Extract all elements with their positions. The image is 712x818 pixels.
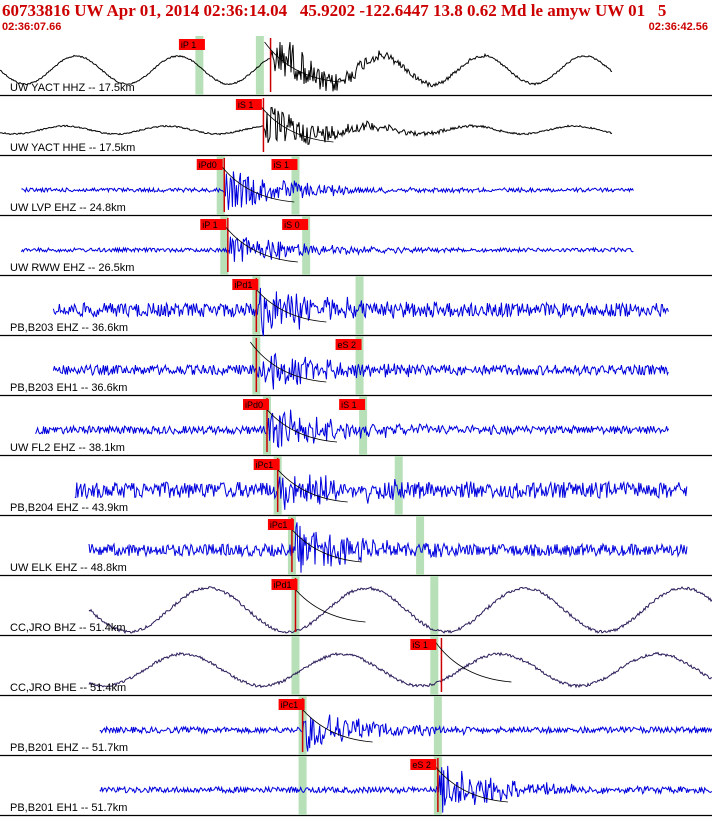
pick-window-band — [298, 756, 307, 815]
pick-window-band — [355, 336, 364, 395]
waveform-trace — [21, 171, 634, 210]
seismogram-plot[interactable]: iP 1 UW YACT HHZ -- 17.5km iS 1 UW YACT HHE… — [0, 36, 712, 818]
header: 60733816 UW Apr 01, 2014 02:36:14.04 45.… — [0, 0, 712, 36]
pick-label: iS 1 — [341, 400, 357, 410]
pick-label: iPd1 — [234, 280, 252, 290]
pick-label: iPd1 — [273, 580, 291, 590]
station-label: CC,JRO BHZ -- 51.4km — [10, 622, 126, 634]
pick-window-band — [416, 516, 425, 575]
pick-label-box[interactable] — [178, 39, 205, 50]
predicted-arrival-curve — [264, 41, 341, 83]
waveform-trace — [99, 714, 712, 752]
pick-window-band — [433, 696, 442, 755]
station-label: UW YACT HHZ -- 17.5km — [10, 82, 135, 94]
station-label: PB,B201 EH1 -- 51.7km — [10, 802, 127, 814]
predicted-arrival-curve — [431, 761, 508, 803]
waveform-trace — [88, 651, 712, 689]
pick-window-band — [195, 36, 204, 95]
pick-window-band — [302, 216, 311, 275]
pick-window-band — [216, 156, 225, 215]
station-label: PB,B203 EH1 -- 36.6km — [10, 382, 127, 394]
pick-label: iS 1 — [412, 640, 428, 650]
pick-window-band — [430, 636, 439, 695]
station-label: UW LVP EHZ -- 24.8km — [10, 202, 126, 214]
pick-label-box[interactable] — [278, 699, 305, 710]
pick-window-band — [291, 636, 300, 695]
event-title: 60733816 UW Apr 01, 2014 02:36:14.04 45.… — [2, 1, 667, 20]
predicted-arrival-curve — [249, 341, 327, 383]
predicted-arrival-curve — [221, 221, 298, 263]
pick-label-box[interactable] — [243, 399, 269, 410]
pick-label: iPd0 — [199, 160, 217, 170]
pick-label-box[interactable] — [232, 279, 259, 290]
station-label: UW RWW EHZ -- 26.5km — [10, 262, 134, 274]
start-time-label: 02:36:07.66 — [2, 21, 62, 33]
waveform-trace — [88, 586, 712, 634]
waveform-trace — [0, 41, 613, 92]
waveform-trace — [35, 409, 670, 449]
waveform-trace — [52, 287, 669, 337]
pick-label: iPc1 — [270, 520, 288, 530]
predicted-arrival-curve — [257, 101, 334, 143]
pick-label: iS 1 — [238, 100, 254, 110]
pick-label-box[interactable] — [339, 399, 366, 410]
pick-label-box[interactable] — [271, 159, 298, 170]
pick-label: eS 2 — [338, 340, 357, 350]
waveform-trace — [99, 765, 712, 813]
pick-label: eS 2 — [412, 760, 431, 770]
pick-window-band — [394, 456, 403, 515]
pick-label: iS 1 — [273, 160, 289, 170]
pick-label: iPc1 — [281, 700, 299, 710]
station-label: PB,B201 EHZ -- 51.7km — [10, 742, 128, 754]
pick-label-box[interactable] — [200, 219, 227, 230]
station-label: UW FL2 EHZ -- 38.1km — [10, 442, 125, 454]
waveform-trace — [74, 474, 688, 510]
waveform-trace — [52, 352, 669, 390]
pick-label: iS 0 — [284, 220, 300, 230]
waveform-trace — [88, 522, 688, 573]
pick-label: iPd0 — [245, 400, 263, 410]
pick-label: iPc1 — [256, 460, 274, 470]
pick-label-box[interactable] — [253, 459, 280, 470]
pick-label-box[interactable] — [271, 579, 298, 590]
predicted-arrival-curve — [289, 581, 366, 623]
pick-label-box[interactable] — [235, 99, 262, 110]
station-label: UW ELK EHZ -- 48.8km — [10, 562, 127, 574]
pick-label-box[interactable] — [267, 519, 294, 530]
pick-window-band — [430, 576, 439, 635]
end-time-label: 02:36:42.56 — [648, 21, 708, 33]
pick-label-box[interactable] — [410, 639, 437, 650]
predicted-arrival-curve — [435, 641, 512, 683]
pick-window-band — [220, 216, 229, 275]
station-label: PB,B203 EHZ -- 36.6km — [10, 322, 128, 334]
waveform-trace — [0, 106, 613, 146]
pick-window-band — [359, 396, 368, 455]
station-label: UW YACT HHE -- 17.5km — [10, 142, 135, 154]
pick-label-box[interactable] — [335, 339, 362, 350]
pick-label-box[interactable] — [196, 159, 223, 170]
pick-label: iP 1 — [181, 40, 196, 50]
waveform-trace — [20, 236, 634, 262]
pick-label-box[interactable] — [410, 759, 437, 770]
station-label: CC,JRO BHE -- 51.4km — [10, 682, 126, 694]
pick-label-box[interactable] — [282, 219, 309, 230]
pick-label: iP 1 — [202, 220, 217, 230]
predicted-arrival-curve — [217, 161, 295, 203]
station-label: PB,B204 EHZ -- 43.9km — [10, 502, 128, 514]
